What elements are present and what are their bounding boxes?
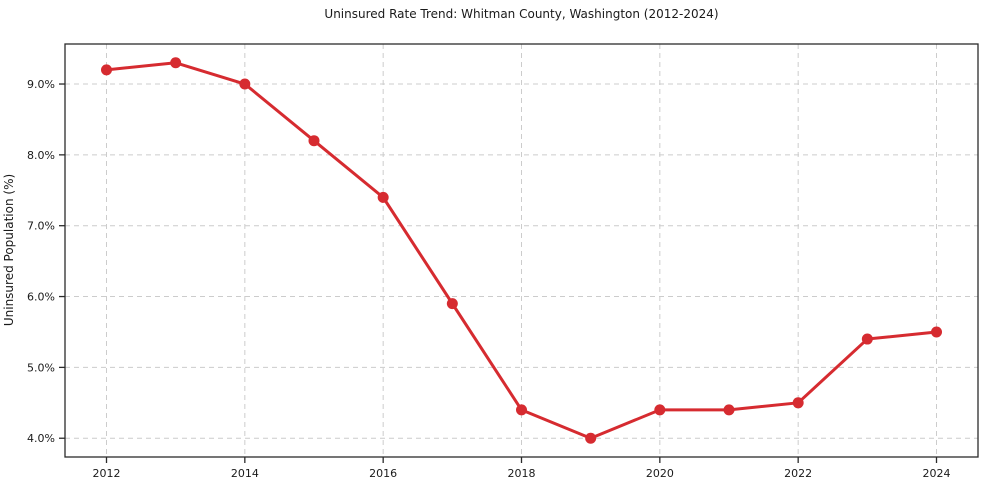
data-point-marker xyxy=(446,298,458,310)
data-point-marker xyxy=(654,404,666,416)
chart-title: Uninsured Rate Trend: Whitman County, Wa… xyxy=(324,7,719,21)
y-axis-label: Uninsured Population (%) xyxy=(2,173,16,327)
y-tick-label: 8.0% xyxy=(27,149,55,162)
data-point-marker xyxy=(377,191,389,203)
x-tick-label: 2024 xyxy=(923,467,951,480)
y-tick-label: 7.0% xyxy=(27,220,55,233)
y-tick-label: 5.0% xyxy=(27,361,55,374)
x-tick-label: 2014 xyxy=(231,467,259,480)
data-point-marker xyxy=(516,404,527,416)
x-tick-label: 2022 xyxy=(784,467,812,480)
data-point-marker xyxy=(792,397,804,409)
y-tick-label: 9.0% xyxy=(27,78,55,91)
data-point-marker xyxy=(723,404,735,416)
data-point-marker xyxy=(861,333,873,345)
x-tick-label: 2020 xyxy=(646,467,674,480)
x-tick-label: 2012 xyxy=(93,467,121,480)
data-point-marker xyxy=(239,78,251,90)
y-tick-label: 4.0% xyxy=(27,432,55,445)
data-point-marker xyxy=(585,432,597,444)
x-tick-label: 2016 xyxy=(369,467,397,480)
data-point-marker xyxy=(170,57,182,69)
y-tick-label: 6.0% xyxy=(27,291,55,304)
data-point-marker xyxy=(101,64,112,76)
data-point-marker xyxy=(308,135,320,147)
x-tick-label: 2018 xyxy=(508,467,536,480)
data-point-marker xyxy=(931,326,942,338)
